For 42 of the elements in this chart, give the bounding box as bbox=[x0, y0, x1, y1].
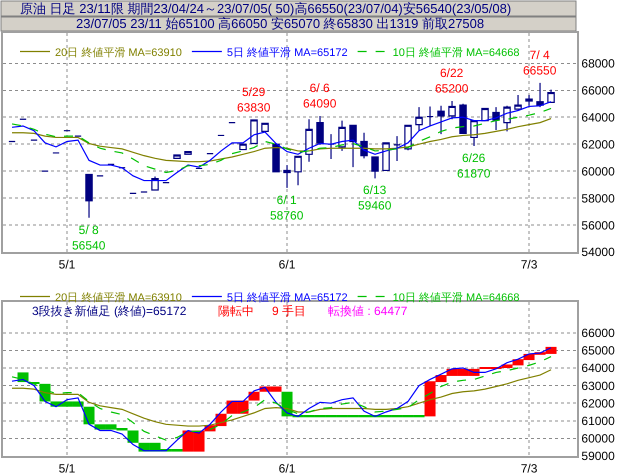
annotation: 6/ 1 58760 bbox=[270, 193, 304, 223]
annotation: 6/22 65200 bbox=[435, 66, 469, 96]
y-tick-label: 60000 bbox=[581, 164, 616, 178]
annotation: 転換値 : 64477 bbox=[328, 304, 408, 318]
chart-title: 原油 日足 23/11限 期間23/04/24～23/07/05( 50)高66550(23/07/04)安56540(23/05/08) bbox=[20, 1, 512, 16]
annotation: 6/26 61870 bbox=[457, 151, 491, 181]
y-tick-label: 66000 bbox=[581, 83, 616, 98]
legend-label: 20日 終値平滑 MA=63910 bbox=[55, 46, 182, 59]
annotation: 陽転中 bbox=[218, 304, 254, 318]
chart-subtitle: 23/07/05 23/11 始65100 高66050 安65070 終65830 出1319 前取27508 bbox=[76, 16, 484, 31]
x-tick-label: 6/1 bbox=[278, 461, 296, 475]
y-tick-label: 58000 bbox=[581, 191, 616, 206]
y-tick-label: 68000 bbox=[581, 56, 616, 71]
y-tick-label: 64000 bbox=[581, 110, 616, 124]
legend-label: 20日 終値平滑 MA=63910 bbox=[55, 292, 182, 304]
x-tick-label: 7/3 bbox=[520, 257, 538, 272]
annotation: 9 手目 bbox=[272, 304, 306, 318]
y-tick-label: 61000 bbox=[581, 414, 616, 428]
x-tick-label: 5/1 bbox=[58, 461, 76, 475]
annotation: 5/ 8 56540 bbox=[72, 223, 106, 253]
legend-label: 5日 終値平滑 MA=65172 bbox=[226, 292, 348, 304]
y-tick-label: 54000 bbox=[581, 245, 616, 260]
x-tick-label: 7/3 bbox=[520, 461, 538, 475]
y-tick-label: 65000 bbox=[581, 344, 616, 358]
x-tick-label: 6/1 bbox=[278, 257, 296, 272]
y-tick-label: 64000 bbox=[581, 361, 616, 376]
x-tick-label: 5/1 bbox=[58, 257, 76, 272]
annotation: 7/ 4 66550 bbox=[523, 48, 557, 78]
y-tick-label: 62000 bbox=[581, 137, 616, 152]
y-tick-label: 56000 bbox=[581, 218, 616, 232]
y-tick-label: 66000 bbox=[581, 326, 616, 340]
legend-label: 10日 終値平滑 MA=64668 bbox=[392, 46, 520, 59]
annotation: 6/ 6 64090 bbox=[303, 81, 337, 111]
y-tick-label: 60000 bbox=[581, 432, 616, 446]
annotation: 3段抜き新値足 (終値)=65172 bbox=[32, 304, 187, 318]
y-tick-label: 59000 bbox=[581, 449, 616, 464]
annotation: 5/29 63830 bbox=[237, 85, 271, 115]
annotation: 6/13 59460 bbox=[358, 183, 392, 213]
y-tick-label: 62000 bbox=[581, 396, 616, 410]
legend-label: 5日 終値平滑 MA=65172 bbox=[226, 46, 348, 59]
legend-label: 10日 終値平滑 MA=64668 bbox=[392, 292, 520, 304]
y-tick-label: 63000 bbox=[581, 378, 616, 393]
